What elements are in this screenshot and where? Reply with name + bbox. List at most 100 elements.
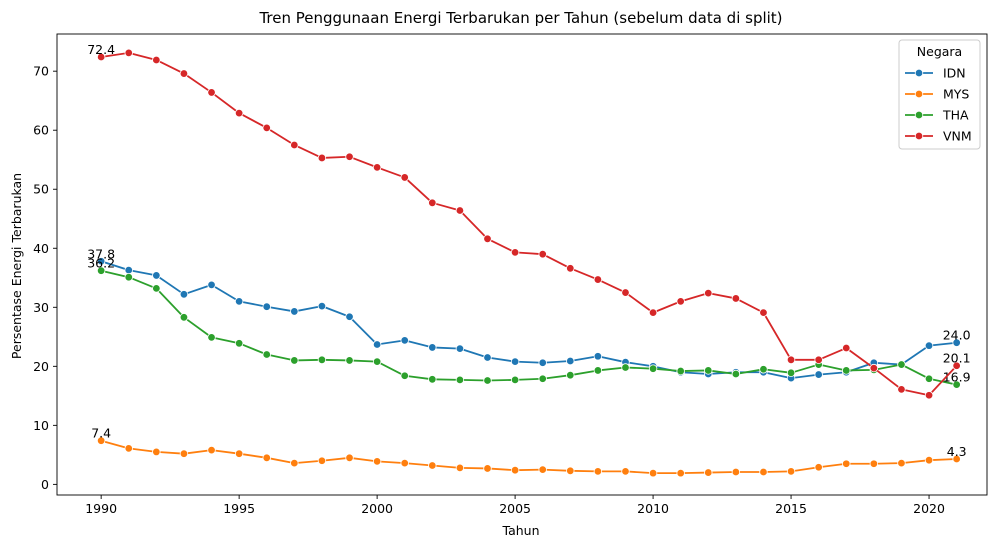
data-point-tha — [455, 375, 465, 385]
series-line-mys — [100, 439, 957, 475]
data-point-vnm — [428, 198, 437, 208]
x-tick-label: 2000 — [361, 501, 393, 516]
data-label-idn: 24.0 — [943, 328, 971, 343]
data-point-vnm — [345, 152, 354, 161]
data-point-idn — [345, 312, 354, 321]
legend-item-tha: THA — [942, 108, 969, 123]
y-tick-label: 30 — [33, 300, 49, 315]
data-point-tha — [731, 369, 741, 379]
data-point-idn — [538, 358, 547, 367]
data-point-vnm — [96, 52, 106, 62]
data-point-tha — [317, 355, 327, 365]
data-point-mys — [593, 467, 603, 476]
data-point-tha — [924, 374, 934, 383]
x-tick-label: 2010 — [637, 501, 669, 516]
data-point-tha — [952, 380, 961, 389]
data-point-tha — [538, 374, 547, 383]
x-tick-label: 1990 — [85, 501, 117, 516]
data-point-tha — [152, 284, 161, 293]
data-point-mys — [290, 458, 299, 468]
data-point-tha — [897, 360, 906, 369]
data-point-idn — [372, 340, 382, 349]
data-point-vnm — [786, 355, 796, 365]
data-point-vnm — [455, 206, 465, 215]
data-point-vnm — [814, 355, 823, 365]
y-tick-label: 0 — [41, 477, 49, 492]
data-point-vnm — [731, 294, 741, 303]
data-label-vnm: 72.4 — [87, 42, 115, 57]
data-point-mys — [262, 453, 271, 463]
data-label-mys: 7.4 — [91, 426, 111, 441]
data-point-vnm — [897, 385, 906, 394]
series-line-idn — [100, 260, 957, 380]
data-point-tha — [759, 365, 768, 374]
y-tick-label: 70 — [33, 64, 49, 79]
data-point-tha — [207, 333, 216, 342]
data-point-idn — [124, 265, 133, 275]
data-point-mys — [759, 467, 768, 477]
data-point-tha — [648, 364, 658, 373]
data-point-mys — [621, 467, 630, 476]
y-tick-label: 40 — [33, 241, 49, 256]
data-point-idn — [924, 341, 934, 350]
y-tick-label: 60 — [33, 123, 49, 138]
data-point-idn — [207, 280, 216, 290]
data-point-mys — [317, 456, 327, 465]
data-point-tha — [124, 272, 133, 282]
data-point-tha — [345, 356, 354, 365]
data-point-idn — [290, 307, 299, 316]
data-point-mys — [96, 436, 106, 445]
y-tick-label: 50 — [33, 182, 49, 197]
data-point-tha — [179, 313, 189, 322]
data-point-tha — [96, 266, 106, 275]
data-point-tha — [621, 363, 630, 372]
data-point-idn — [510, 357, 520, 366]
data-point-idn — [234, 297, 244, 306]
legend-item-mys: MYS — [943, 87, 969, 102]
data-label-idn: 37.8 — [87, 246, 115, 261]
data-point-tha — [593, 366, 603, 375]
data-point-vnm — [952, 361, 961, 370]
data-point-tha — [842, 366, 851, 375]
legend-title: Negara — [917, 44, 962, 59]
data-point-tha — [566, 370, 575, 380]
chart-title: Tren Penggunaan Energi Terbarukan per Ta… — [258, 9, 782, 27]
data-point-vnm — [179, 69, 189, 78]
y-tick-label: 10 — [33, 418, 49, 433]
data-point-mys — [400, 458, 409, 468]
data-point-idn — [952, 338, 961, 347]
data-point-mys — [538, 465, 547, 474]
data-point-vnm — [207, 88, 216, 97]
data-point-tha — [400, 371, 409, 380]
data-point-vnm — [869, 363, 879, 373]
x-tick-label: 2015 — [775, 501, 807, 516]
data-point-vnm — [317, 153, 327, 163]
data-point-mys — [897, 458, 906, 468]
data-point-vnm — [759, 308, 768, 317]
data-point-idn — [455, 344, 465, 353]
series-line-tha — [100, 269, 957, 386]
y-tick-label: 20 — [33, 359, 49, 374]
data-point-vnm — [483, 234, 492, 244]
data-point-mys — [704, 468, 713, 477]
data-point-idn — [262, 302, 271, 311]
data-point-idn — [179, 290, 189, 299]
data-point-vnm — [372, 163, 382, 172]
data-point-mys — [510, 466, 520, 475]
data-point-mys — [731, 467, 741, 477]
data-point-mys — [952, 454, 961, 464]
data-point-vnm — [566, 264, 575, 273]
data-label-tha: 36.2 — [87, 256, 115, 271]
data-point-mys — [345, 453, 354, 463]
data-point-mys — [152, 447, 161, 457]
data-point-mys — [869, 459, 879, 468]
series-line-vnm — [101, 51, 958, 397]
legend-box — [898, 39, 981, 150]
data-point-mys — [124, 444, 133, 453]
data-point-idn — [483, 353, 492, 362]
x-tick-label: 1995 — [223, 501, 255, 516]
data-point-tha — [428, 375, 437, 384]
data-point-vnm — [924, 391, 934, 400]
